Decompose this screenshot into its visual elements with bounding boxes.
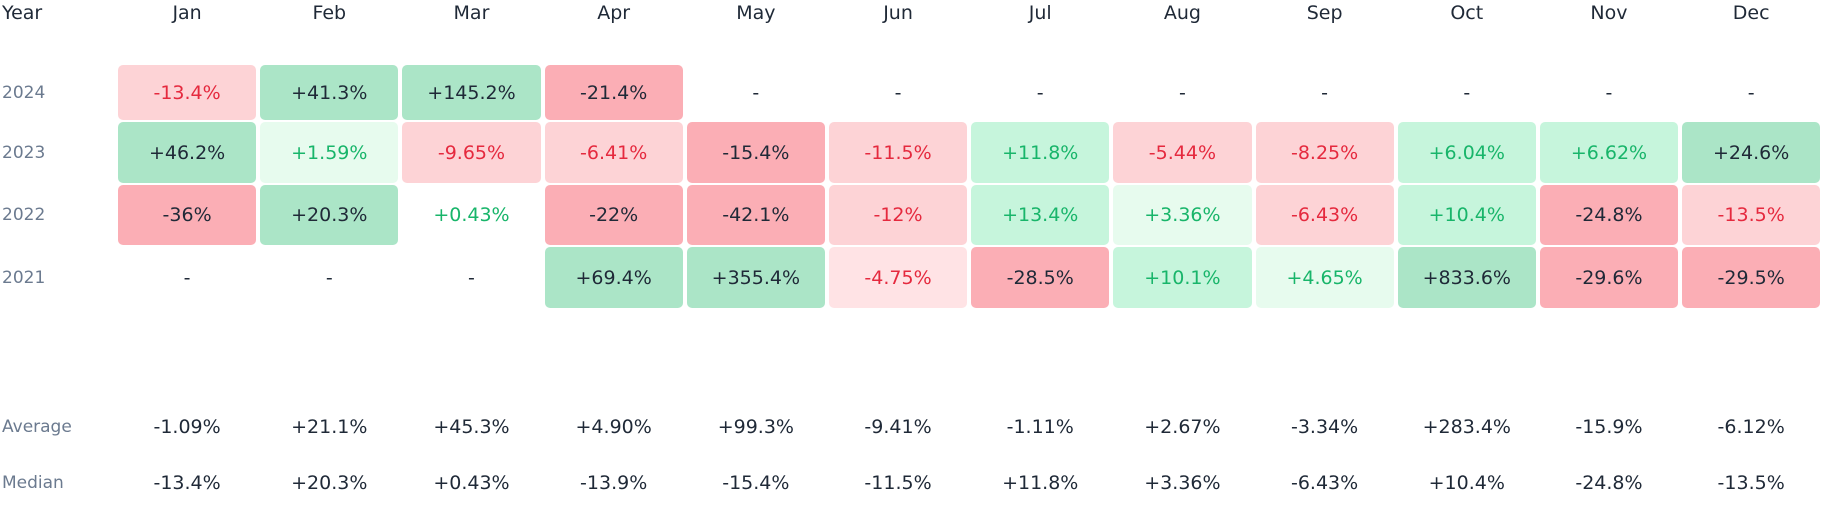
month-header-sep: Sep — [1306, 2, 1343, 24]
year-label-2024: 2024 — [2, 82, 46, 103]
return-cell-2024-aug: - — [1178, 81, 1186, 104]
month-header-may: May — [736, 2, 776, 24]
month-header-jan: Jan — [172, 2, 202, 24]
summary-value-average-nov: -15.9% — [1575, 416, 1643, 438]
return-cell-2023-nov: +6.62% — [1539, 122, 1679, 183]
return-cell-2021-dec: -29.5% — [1682, 247, 1821, 308]
return-cell-2022-apr: -22% — [544, 185, 683, 245]
summary-value-median-sep: -6.43% — [1290, 471, 1359, 494]
return-cell-2022-oct: +10.4% — [1397, 185, 1536, 245]
return-cell-2024-sep: - — [1321, 81, 1329, 104]
return-cell-2021-jan: - — [183, 266, 191, 289]
return-cell-2022-jul: +13.4% — [971, 185, 1110, 245]
summary-value-average-sep: -3.34% — [1290, 416, 1359, 438]
summary-value-median-oct: +10.4% — [1428, 471, 1505, 494]
return-cell-2024-jan: -13.4% — [118, 65, 257, 120]
return-cell-2022-aug: +3.36% — [1113, 185, 1252, 245]
summary-value-median-mar: +0.43% — [433, 471, 510, 494]
return-cell-2024-apr: -21.4% — [544, 65, 683, 120]
summary-value-median-jul: +11.8% — [1002, 471, 1079, 494]
month-header-apr: Apr — [597, 2, 631, 24]
return-cell-2024-dec: - — [1747, 81, 1755, 104]
return-cell-2023-feb: +1.59% — [260, 122, 399, 183]
year-column-header: Year — [2, 2, 43, 24]
return-cell-2021-oct: +833.6% — [1397, 247, 1536, 308]
return-cell-2023-dec: +24.6% — [1682, 122, 1821, 183]
return-cell-2021-feb: - — [325, 266, 333, 289]
summary-value-median-aug: +3.36% — [1144, 471, 1221, 494]
summary-value-average-aug: +2.67% — [1144, 416, 1221, 438]
summary-value-average-oct: +283.4% — [1422, 416, 1511, 438]
summary-value-average-jul: -1.11% — [1006, 416, 1074, 438]
return-cell-2023-jul: +11.8% — [971, 122, 1110, 183]
summary-value-median-feb: +20.3% — [291, 471, 368, 494]
return-cell-2023-may: -15.4% — [686, 122, 825, 183]
monthly-returns-table: Year Jan Feb Mar Apr May Jun Jul Aug Sep… — [2, 2, 1821, 494]
return-cell-2023-mar: -9.65% — [402, 122, 541, 183]
return-cell-2024-oct: - — [1463, 81, 1471, 104]
return-cell-2024-mar: +145.2% — [402, 65, 541, 120]
return-cell-2021-aug: +10.1% — [1113, 247, 1252, 308]
return-cell-2021-jun: -4.75% — [828, 247, 968, 308]
year-label-2021: 2021 — [2, 267, 46, 288]
return-cell-2023-sep: -8.25% — [1255, 122, 1394, 183]
summary-value-average-jan: -1.09% — [153, 416, 221, 438]
return-cell-2021-apr: +69.4% — [544, 247, 683, 308]
year-label-2023: 2023 — [2, 142, 46, 163]
return-cell-2022-dec: -13.5% — [1682, 185, 1821, 245]
month-header-jun: Jun — [883, 2, 913, 24]
summary-value-average-may: +99.3% — [717, 416, 794, 438]
return-cell-2021-mar: - — [468, 266, 475, 289]
return-cell-2023-jan: +46.2% — [118, 122, 257, 183]
summary-value-median-nov: -24.8% — [1575, 471, 1643, 494]
return-cell-2024-jul: - — [1036, 81, 1044, 104]
summary-value-average-feb: +21.1% — [291, 416, 368, 438]
return-cell-2022-jun: -12% — [828, 185, 968, 245]
month-header-aug: Aug — [1163, 2, 1201, 24]
return-cell-2022-sep: -6.43% — [1255, 185, 1394, 245]
month-header-mar: Mar — [453, 2, 490, 24]
return-cell-2024-may: - — [752, 81, 760, 104]
summary-value-median-jun: -11.5% — [864, 471, 932, 494]
return-cell-2023-oct: +6.04% — [1397, 122, 1536, 183]
month-header-oct: Oct — [1450, 2, 1484, 24]
return-cell-2023-aug: -5.44% — [1113, 122, 1252, 183]
return-cell-2021-nov: -29.6% — [1539, 247, 1679, 308]
month-header-dec: Dec — [1732, 2, 1770, 24]
summary-value-average-apr: +4.90% — [575, 416, 652, 438]
return-cell-2022-nov: -24.8% — [1539, 185, 1679, 245]
return-cell-2024-jun: - — [894, 81, 902, 104]
summary-label-median: Median — [2, 472, 64, 493]
return-cell-2022-mar: +0.43% — [433, 204, 510, 226]
return-cell-2021-jul: -28.5% — [971, 247, 1110, 308]
summary-label-average: Average — [2, 417, 72, 437]
month-header-feb: Feb — [312, 2, 347, 24]
summary-value-average-dec: -6.12% — [1717, 416, 1785, 438]
month-header-nov: Nov — [1590, 2, 1628, 24]
return-cell-2024-nov: - — [1605, 81, 1613, 104]
year-label-2022: 2022 — [2, 205, 46, 225]
return-cell-2021-sep: +4.65% — [1255, 247, 1394, 308]
return-cell-2023-apr: -6.41% — [544, 122, 683, 183]
return-cell-2021-may: +355.4% — [686, 247, 825, 308]
summary-value-median-apr: -13.9% — [580, 471, 648, 494]
return-cell-2024-feb: +41.3% — [260, 65, 399, 120]
summary-value-median-dec: -13.5% — [1717, 471, 1785, 494]
return-cell-2023-jun: -11.5% — [828, 122, 968, 183]
summary-value-average-mar: +45.3% — [433, 416, 510, 438]
summary-value-median-jan: -13.4% — [153, 471, 221, 494]
return-cell-2022-jan: -36% — [118, 185, 257, 245]
return-cell-2022-feb: +20.3% — [260, 185, 399, 245]
summary-value-median-may: -15.4% — [722, 471, 790, 494]
return-cell-2022-may: -42.1% — [686, 185, 825, 245]
month-header-jul: Jul — [1028, 2, 1052, 24]
summary-value-average-jun: -9.41% — [864, 416, 932, 438]
